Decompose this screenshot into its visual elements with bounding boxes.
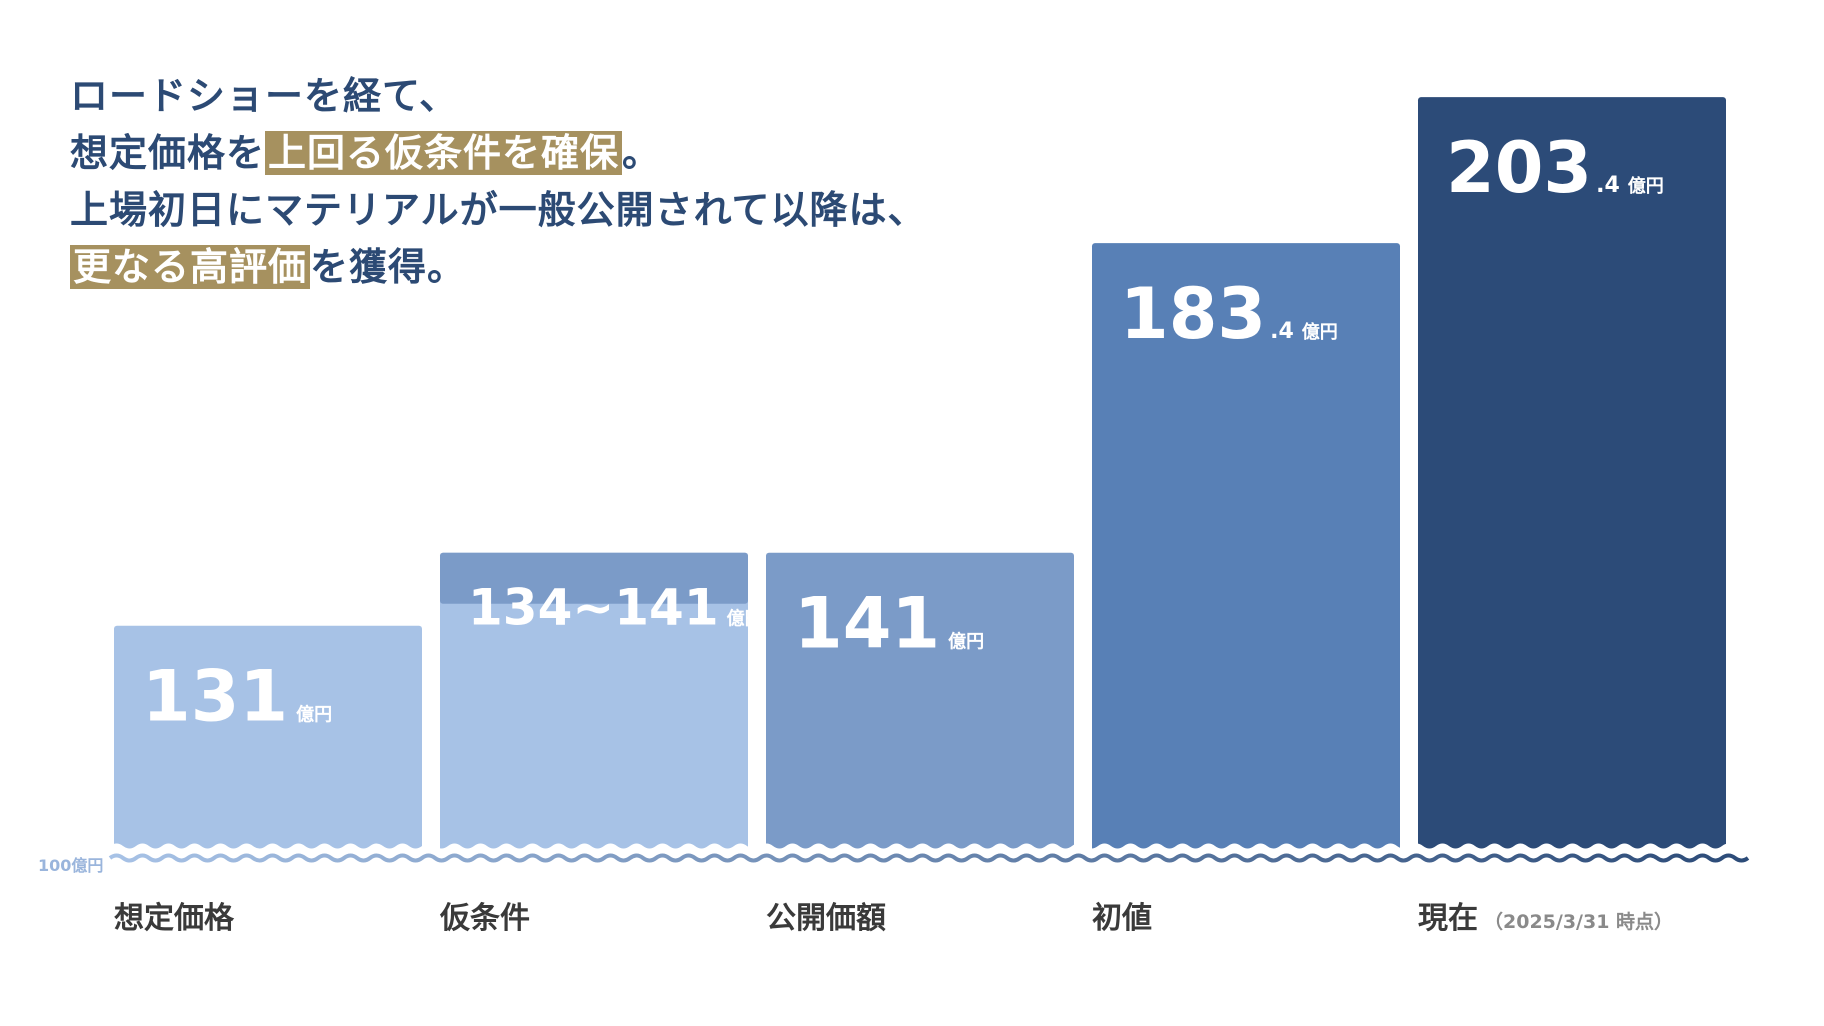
category-label-3: 初値 [1092, 901, 1152, 936]
category-label-4: 現在 （2025/3/31 時点） [1418, 893, 1673, 937]
bar-value-unit-3: 億円 [1302, 321, 1338, 343]
headline-line-1: ロードショーを経て、 [70, 74, 459, 118]
category-label-1: 仮条件 [440, 901, 530, 936]
bar-value-main-3: 183 [1120, 273, 1266, 355]
category-label-0: 想定価格 [114, 901, 234, 936]
bar-value-fraction-3: .4 [1270, 319, 1294, 344]
bar-value-label-4: 203.4 億円 [1446, 127, 1664, 209]
bar-1 [440, 552, 748, 852]
bar-value-label-2: 141 億円 [794, 583, 984, 665]
headline-highlight-1: 上回る仮条件を確保 [265, 131, 623, 175]
headline-line-3: 上場初日にマテリアルが一般公開されて以降は、 [70, 188, 927, 232]
bar-value-label-1: 134~141 億円 [468, 579, 763, 637]
category-label-2: 公開価額 [766, 901, 886, 936]
baseline-label: 100億円 [38, 856, 104, 875]
bar-value-main-1: 134~141 [468, 579, 719, 637]
headline-line-2-post: 。 [622, 131, 662, 175]
bar-3 [1092, 243, 1400, 852]
bar-value-unit-0: 億円 [296, 704, 332, 726]
bar-value-label-3: 183.4 億円 [1120, 273, 1338, 355]
baseline-wave [108, 853, 1750, 863]
bar-value-main-2: 141 [794, 583, 940, 665]
bar-4 [1418, 97, 1726, 853]
bar-value-main-0: 131 [142, 656, 288, 738]
headline-line-4-post: を獲得。 [310, 245, 467, 289]
category-label-4-text: 現在 [1418, 901, 1478, 936]
headline-highlight-2: 更なる高評価 [70, 245, 311, 289]
bar-value-unit-1: 億円 [727, 608, 763, 630]
bar-value-unit-2: 億円 [948, 631, 984, 653]
headline-line-2-pre: 想定価格を [70, 131, 266, 175]
headline-line-4: 更なる高評価を獲得。 [70, 239, 926, 296]
bar-0 [114, 625, 422, 852]
bar-2 [766, 552, 1074, 852]
bar-value-label-0: 131 億円 [142, 656, 332, 738]
bar-value-unit-4: 億円 [1628, 175, 1664, 197]
bar-value-main-4: 203 [1446, 127, 1592, 209]
bar-value-fraction-4: .4 [1596, 173, 1620, 198]
category-note: （2025/3/31 時点） [1484, 911, 1674, 933]
headline-line-2: 想定価格を上回る仮条件を確保。 [70, 125, 926, 182]
bar-range-band-1 [440, 552, 748, 604]
headline: ロードショーを経て、 想定価格を上回る仮条件を確保。 上場初日にマテリアルが一般… [70, 68, 926, 296]
